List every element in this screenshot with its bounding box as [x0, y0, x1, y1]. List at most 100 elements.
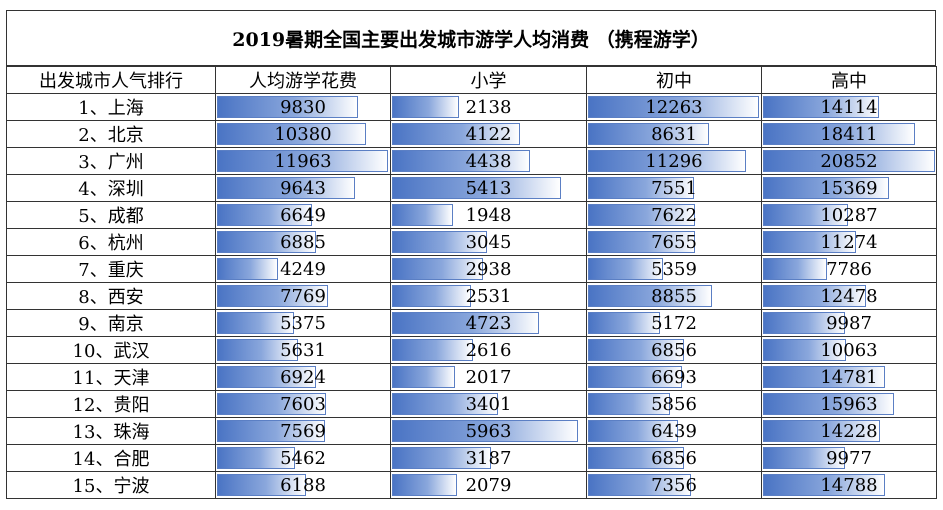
header-middle: 初中	[586, 66, 762, 94]
primary-data-bar	[392, 366, 455, 388]
chart-container: 2019暑期全国主要出发城市游学人均消费 （携程游学） 出发城市人气排行 人均游…	[6, 10, 938, 507]
city-label: 7、重庆	[6, 255, 216, 283]
middle-cell: 6693	[586, 363, 762, 391]
table-title: 2019暑期全国主要出发城市游学人均消费 （携程游学）	[6, 10, 936, 66]
primary-cell: 2079	[390, 471, 587, 499]
high-value: 18411	[820, 123, 878, 145]
primary-value: 2938	[465, 258, 512, 280]
avg-value: 5462	[280, 447, 326, 469]
avg-cell: 5462	[215, 444, 391, 472]
avg-data-bar	[217, 312, 294, 334]
high-value: 14788	[820, 474, 878, 496]
avg-data-bar	[217, 447, 295, 469]
city-label: 1、上海	[6, 93, 216, 121]
avg-value: 6649	[280, 204, 326, 226]
primary-cell: 4122	[390, 120, 587, 148]
avg-value: 5631	[280, 339, 326, 361]
avg-data-bar	[217, 96, 358, 118]
high-value: 10063	[820, 339, 878, 361]
middle-value: 6856	[651, 339, 697, 361]
middle-value: 12263	[645, 96, 703, 118]
middle-data-bar	[588, 339, 684, 361]
table-row: 9、南京 5375 4723 5172 9987	[6, 309, 937, 337]
middle-cell: 5856	[586, 390, 762, 418]
middle-data-bar	[588, 258, 663, 280]
high-data-bar	[763, 474, 885, 496]
city-label: 14、合肥	[6, 444, 216, 472]
middle-cell: 6439	[586, 417, 762, 445]
middle-value: 11296	[645, 150, 703, 172]
table-body: 1、上海 9830 2138 12263 14114 2、北京 10380 4122 8631 1…	[6, 93, 937, 499]
city-label: 3、广州	[6, 147, 216, 175]
primary-value: 2616	[465, 339, 512, 361]
avg-cell: 4249	[215, 255, 391, 283]
primary-data-bar	[392, 393, 498, 415]
high-cell: 20852	[761, 147, 937, 175]
middle-value: 6856	[651, 447, 697, 469]
middle-data-bar	[588, 231, 695, 253]
city-label: 8、西安	[6, 282, 216, 310]
high-value: 14781	[820, 366, 878, 388]
high-cell: 10063	[761, 336, 937, 364]
high-cell: 14788	[761, 471, 937, 499]
middle-cell: 5359	[586, 255, 762, 283]
table-row: 2、北京 10380 4122 8631 18411	[6, 120, 937, 148]
primary-data-bar	[392, 474, 457, 496]
primary-data-bar	[392, 204, 453, 226]
middle-cell: 6856	[586, 444, 762, 472]
avg-value: 5375	[280, 312, 326, 334]
primary-data-bar	[392, 123, 520, 145]
primary-value: 5413	[465, 177, 512, 199]
primary-data-bar	[392, 285, 471, 307]
middle-cell: 6856	[586, 336, 762, 364]
high-data-bar	[763, 123, 915, 145]
table-row: 6、杭州 6885 3045 7655 11274	[6, 228, 937, 256]
primary-data-bar	[392, 420, 578, 442]
high-data-bar	[763, 177, 889, 199]
high-value: 15369	[820, 177, 878, 199]
primary-value: 2017	[465, 366, 512, 388]
middle-data-bar	[588, 447, 684, 469]
header-primary: 小学	[390, 66, 587, 94]
data-table: 出发城市人气排行 人均游学花费 小学 初中 高中 1、上海 9830 2138 122…	[6, 66, 937, 499]
avg-cell: 11963	[215, 147, 391, 175]
avg-cell: 6885	[215, 228, 391, 256]
avg-value: 11963	[274, 150, 332, 172]
table-row: 3、广州 11963 4438 11296 20852	[6, 147, 937, 175]
high-data-bar	[763, 420, 880, 442]
middle-value: 6439	[651, 420, 697, 442]
middle-cell: 8855	[586, 282, 762, 310]
avg-value: 6188	[280, 474, 326, 496]
middle-data-bar	[588, 204, 695, 226]
avg-data-bar	[217, 393, 326, 415]
primary-value: 4122	[465, 123, 512, 145]
avg-data-bar	[217, 285, 328, 307]
high-cell: 9977	[761, 444, 937, 472]
primary-value: 2531	[465, 285, 512, 307]
primary-value: 5963	[465, 420, 512, 442]
primary-value: 3045	[465, 231, 512, 253]
primary-data-bar	[392, 258, 483, 280]
middle-data-bar	[588, 123, 709, 145]
primary-cell: 2017	[390, 363, 587, 391]
table-row: 10、武汉 5631 2616 6856 10063	[6, 336, 937, 364]
city-label: 9、南京	[6, 309, 216, 337]
city-label: 12、贵阳	[6, 390, 216, 418]
high-cell: 10287	[761, 201, 937, 229]
high-value: 9977	[826, 447, 872, 469]
middle-cell: 7655	[586, 228, 762, 256]
primary-cell: 3187	[390, 444, 587, 472]
avg-value: 7769	[280, 285, 326, 307]
primary-data-bar	[392, 96, 459, 118]
high-data-bar	[763, 393, 894, 415]
middle-data-bar	[588, 150, 746, 172]
primary-cell: 4438	[390, 147, 587, 175]
middle-value: 7551	[651, 177, 697, 199]
avg-data-bar	[217, 339, 298, 361]
avg-data-bar	[217, 420, 325, 442]
city-label: 6、杭州	[6, 228, 216, 256]
primary-data-bar	[392, 447, 491, 469]
avg-cell: 7769	[215, 282, 391, 310]
avg-data-bar	[217, 258, 278, 280]
high-value: 20852	[820, 150, 878, 172]
